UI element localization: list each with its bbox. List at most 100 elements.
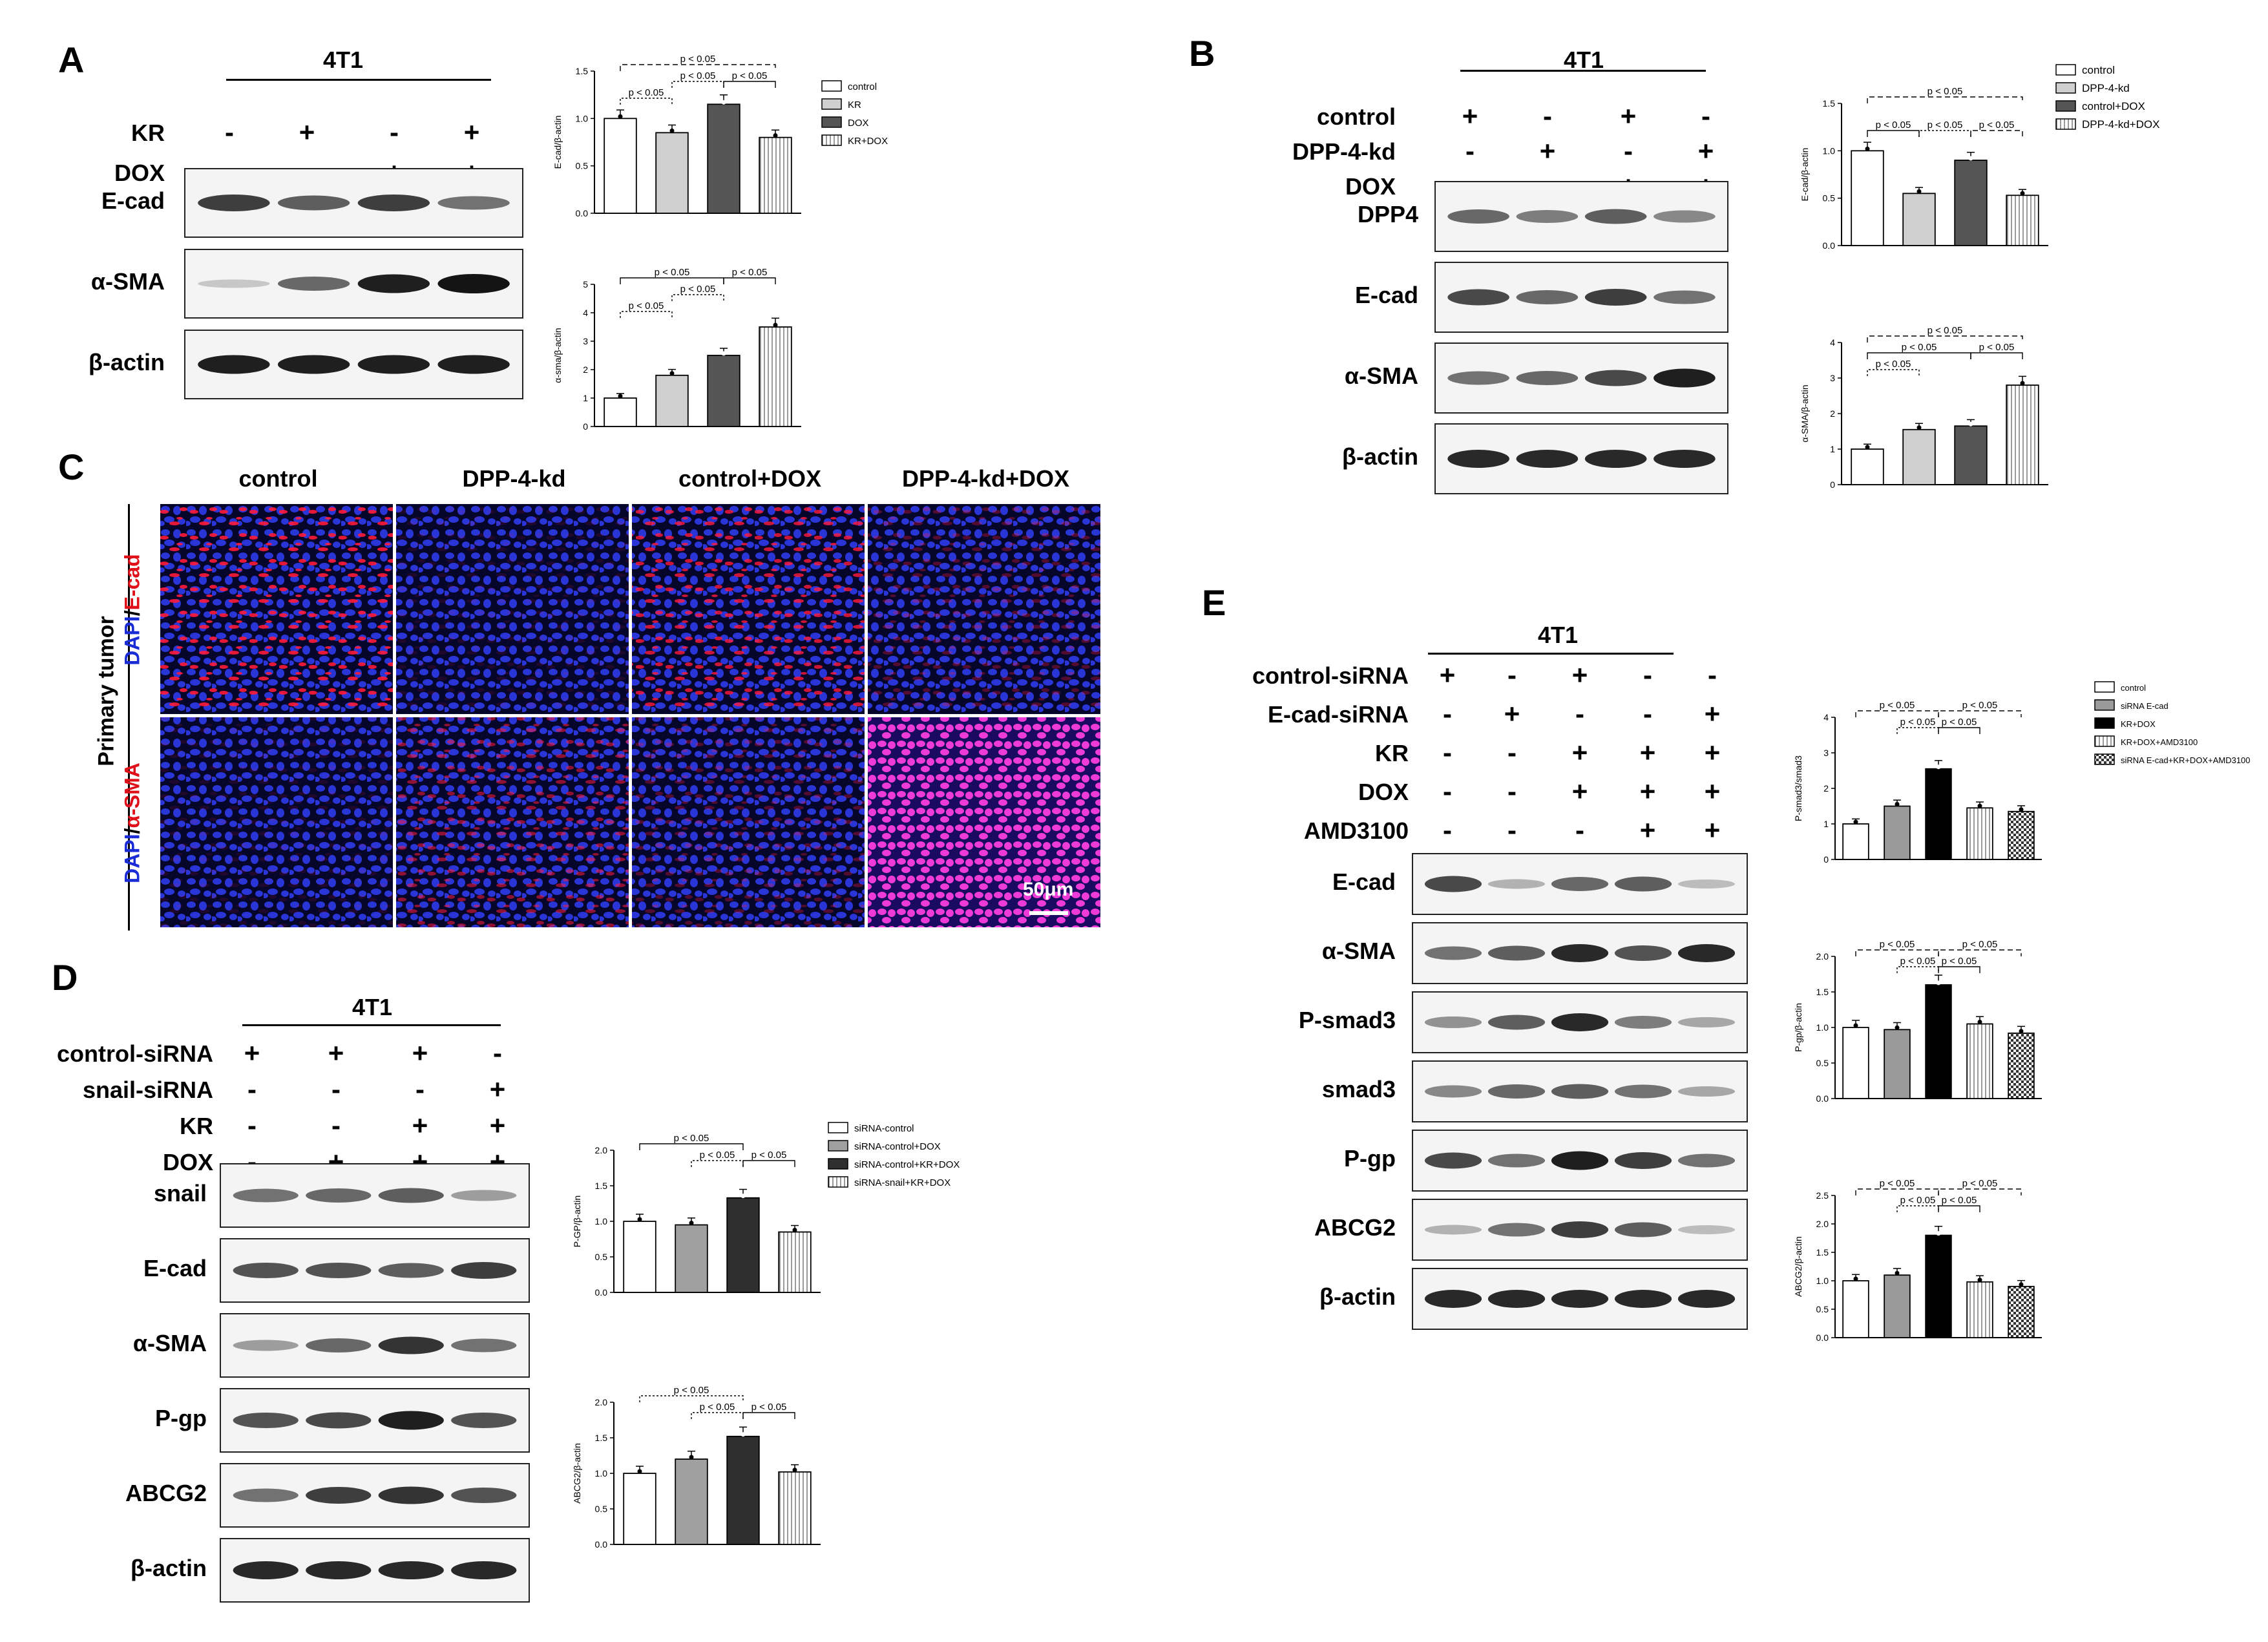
bar bbox=[1851, 150, 1884, 246]
p-value-label: p < 0.05 bbox=[1900, 717, 1936, 728]
blot-strip bbox=[1412, 991, 1748, 1053]
protein-band bbox=[306, 1188, 372, 1203]
p-value-label: p < 0.05 bbox=[1962, 1178, 1998, 1189]
blot-label: β-actin bbox=[1319, 1283, 1396, 1310]
blot-label: α-SMA bbox=[132, 1330, 207, 1356]
significance-bracket bbox=[1970, 130, 2023, 137]
legend-swatch bbox=[2094, 717, 2115, 729]
y-tick-label: 0.5 bbox=[1816, 1058, 1829, 1068]
data-point bbox=[1853, 819, 1858, 825]
scale-bar-label: 50μm bbox=[1023, 879, 1074, 900]
data-point bbox=[773, 322, 778, 328]
y-tick-label: 1.5 bbox=[1816, 987, 1829, 997]
condition-label: control bbox=[1317, 103, 1396, 130]
y-tick-label: 2.0 bbox=[1816, 1219, 1829, 1229]
p-value-label: p < 0.05 bbox=[674, 1133, 709, 1144]
bar bbox=[2008, 1032, 2035, 1099]
legend-label: DOX bbox=[848, 118, 869, 129]
y-tick-label: 4 bbox=[1830, 337, 1835, 348]
blot-label: DPP4 bbox=[1357, 201, 1418, 227]
protein-band bbox=[1677, 879, 1736, 889]
y-tick-label: 3 bbox=[583, 336, 588, 346]
blot-stack: DPP4 E-cad α-SMA β-actin bbox=[1182, 181, 1732, 510]
cell-line-underline bbox=[242, 1024, 501, 1026]
y-tick-label: 0.0 bbox=[1816, 1093, 1829, 1104]
y-tick-label: 4 bbox=[1823, 712, 1829, 722]
data-point bbox=[2020, 191, 2025, 196]
protein-band bbox=[451, 1413, 517, 1428]
p-value-label: p < 0.05 bbox=[1942, 717, 1977, 728]
legend-swatch bbox=[821, 80, 842, 92]
micrograph-grid bbox=[160, 504, 1100, 927]
y-tick-label: 4 bbox=[583, 308, 588, 318]
p-value-label: p < 0.05 bbox=[1927, 86, 1963, 97]
blot-label: E-cad bbox=[143, 1255, 207, 1281]
data-point bbox=[1968, 421, 1973, 426]
protein-band bbox=[1614, 945, 1672, 961]
protein-band bbox=[233, 1561, 299, 1579]
data-point bbox=[1865, 445, 1870, 450]
p-value-label: p < 0.05 bbox=[1902, 342, 1937, 353]
legend-swatch bbox=[2094, 735, 2115, 747]
minus-mark: - bbox=[1443, 737, 1452, 768]
y-tick-label: 1.5 bbox=[1816, 1247, 1829, 1258]
micrograph-overlay bbox=[868, 504, 1100, 714]
p-value-label: p < 0.05 bbox=[1927, 325, 1963, 336]
legend-svg: control siRNA E-cad KR+DOX KR+DOX+AMD3100 si… bbox=[2094, 681, 2251, 765]
blot-label: ABCG2 bbox=[1314, 1214, 1396, 1241]
data-point bbox=[740, 1432, 746, 1437]
legend-swatch bbox=[828, 1176, 848, 1188]
legend-label: control bbox=[2121, 683, 2146, 693]
bar bbox=[604, 397, 637, 427]
p-value-label: p < 0.05 bbox=[751, 1402, 787, 1413]
legend-label: KR+DOX bbox=[848, 136, 888, 147]
protein-band bbox=[1614, 1290, 1672, 1308]
plus-mark: + bbox=[463, 117, 480, 147]
bar bbox=[1842, 1027, 1869, 1099]
bar bbox=[1884, 1029, 1911, 1099]
chart-svg: 0.0 0.5 1.0 1.5 E-cad/β-actin p < 0.05 p < 0.0… bbox=[552, 54, 801, 218]
protein-band bbox=[378, 1411, 444, 1430]
data-point bbox=[1916, 425, 1922, 430]
protein-band bbox=[1584, 370, 1647, 386]
panel-D: D 4T1 control-siRNA + + + - snail-siRNA - - - + KR… bbox=[13, 950, 982, 1635]
protein-band bbox=[1447, 289, 1509, 306]
plus-mark: + bbox=[1462, 101, 1478, 131]
protein-band bbox=[451, 1262, 517, 1279]
blot-label: α-SMA bbox=[1344, 363, 1418, 389]
chart-svg: 0 1 2 3 4 5 α-sma/β-actin p < 0.05 p < 0.05 p < 0… bbox=[552, 267, 801, 432]
protein-band bbox=[1551, 1290, 1609, 1308]
plus-mark: + bbox=[299, 117, 315, 147]
bar-chart-psmad3: 0 1 2 3 4 P-smad3/smad3 p < 0.05 p < 0.05 p < 0.… bbox=[1770, 679, 2068, 885]
protein-band bbox=[451, 1190, 517, 1201]
legend-label: KR+DOX bbox=[2121, 719, 2156, 729]
protein-band bbox=[451, 1488, 517, 1503]
y-tick-label: 1.0 bbox=[576, 113, 589, 123]
protein-band bbox=[1614, 1222, 1672, 1237]
data-point bbox=[740, 1194, 746, 1199]
bar bbox=[623, 1473, 656, 1545]
y-tick-label: 0 bbox=[1823, 854, 1829, 865]
micrograph-overlay bbox=[160, 717, 393, 927]
y-tick-label: 0.5 bbox=[1816, 1304, 1829, 1314]
significance-bracket bbox=[1867, 335, 2023, 342]
plus-mark: + bbox=[1639, 776, 1656, 806]
data-point bbox=[773, 133, 778, 138]
blot-strip bbox=[220, 1163, 530, 1228]
protein-band bbox=[1614, 1152, 1672, 1169]
condition-label: AMD3100 bbox=[1303, 817, 1409, 844]
p-value-label: p < 0.05 bbox=[1880, 939, 1915, 950]
data-point bbox=[1936, 980, 1941, 985]
legend: siRNA-control siRNA-control+DOX siRNA-cont… bbox=[827, 1119, 1034, 1198]
bar-chart-pgp: 0.0 0.5 1.0 1.5 2.0 P-gp/β-actin p < 0.05 p < 0… bbox=[1770, 918, 2068, 1124]
row-label: DAPI/E-cad bbox=[121, 513, 145, 707]
protein-band bbox=[233, 1188, 299, 1203]
legend-swatch bbox=[2055, 82, 2076, 94]
legend-swatch bbox=[2055, 118, 2076, 130]
p-value-label: p < 0.05 bbox=[732, 267, 768, 278]
blot-label: α-SMA bbox=[90, 268, 165, 295]
data-point bbox=[2020, 381, 2025, 386]
data-point bbox=[2019, 1282, 2024, 1287]
protein-band bbox=[198, 195, 270, 211]
p-value-label: p < 0.05 bbox=[1962, 939, 1998, 950]
